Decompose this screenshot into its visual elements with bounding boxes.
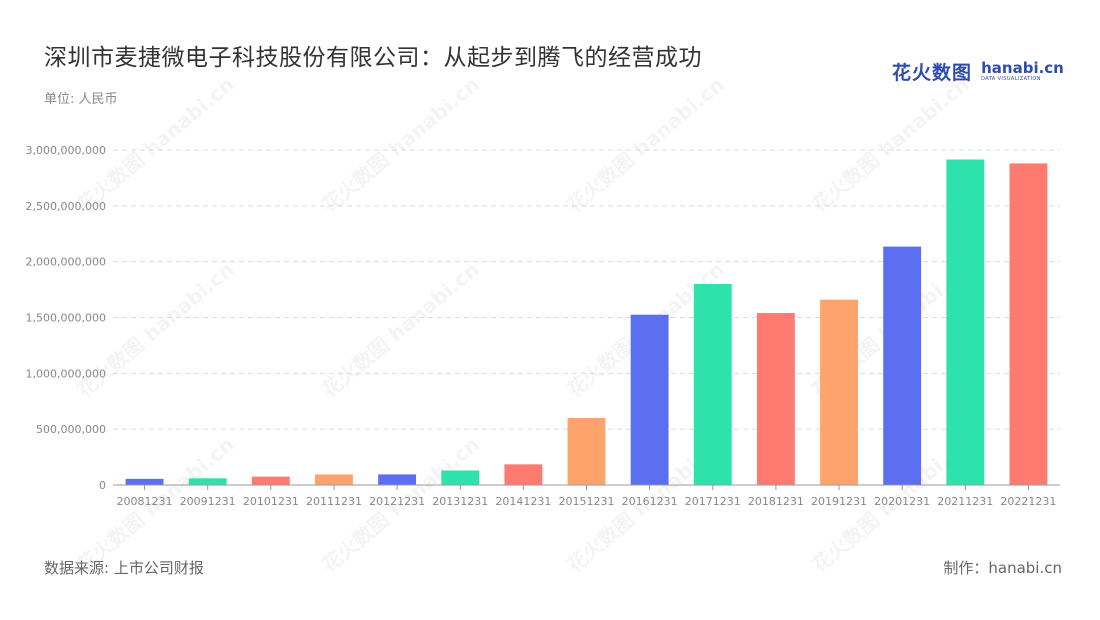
x-tick-label: 20121231: [369, 495, 425, 508]
x-tick-label: 20191231: [811, 495, 867, 508]
y-tick-label: 1,500,000,000: [26, 312, 106, 325]
bars: [125, 159, 1048, 485]
bar-20121231[interactable]: [378, 474, 417, 485]
bar-20101231[interactable]: [251, 476, 290, 485]
logo-en-text: hanabi.cn: [981, 59, 1064, 77]
gridlines: [113, 149, 1060, 430]
x-tick-label: 20221231: [1000, 495, 1056, 508]
y-tick-label: 500,000,000: [36, 423, 106, 436]
bar-20111231[interactable]: [315, 474, 353, 485]
bar-20081231[interactable]: [125, 478, 164, 485]
y-tick-label: 2,500,000,000: [26, 200, 106, 213]
bar-20151231[interactable]: [567, 418, 606, 485]
bar-20211231[interactable]: [946, 159, 985, 485]
bar-20191231[interactable]: [820, 299, 858, 485]
credit-text: 制作：hanabi.cn: [943, 559, 1062, 577]
bar-20161231[interactable]: [630, 314, 669, 485]
y-tick-label: 1,000,000,000: [26, 367, 106, 380]
x-tick-label: 20211231: [937, 495, 993, 508]
y-tick-label: 0: [99, 479, 106, 492]
x-tick-label: 20131231: [432, 495, 488, 508]
watermark-text: 花火数图 hanabi.cn: [317, 72, 484, 217]
x-tick-label: 20181231: [748, 495, 804, 508]
x-tick-label: 20081231: [117, 495, 173, 508]
y-axis: 0 500,000,000 1,000,000,000 1,500,000,000 2,…: [26, 144, 106, 492]
bar-20181231[interactable]: [756, 313, 795, 485]
bar-20171231[interactable]: [693, 284, 732, 485]
x-tick-label: 20101231: [243, 495, 299, 508]
unit-label: 单位: 人民币: [44, 92, 118, 107]
bar-20131231[interactable]: [441, 470, 480, 485]
logo-en-subtext: DATA VISUALIZATION: [981, 76, 1041, 82]
x-tick-label: 20201231: [874, 495, 930, 508]
brand-logo: 花火数图 hanabi.cn DATA VISUALIZATION: [892, 58, 1064, 85]
logo-en-block: hanabi.cn DATA VISUALIZATION: [981, 61, 1064, 82]
x-tick-label: 20161231: [622, 495, 678, 508]
x-tick-label: 20111231: [306, 495, 362, 508]
data-source: 数据来源: 上市公司财报: [44, 559, 204, 577]
watermark-text: 花火数图 hanabi.cn: [562, 72, 729, 217]
bar-20201231[interactable]: [883, 246, 922, 485]
bar-20091231[interactable]: [188, 478, 227, 485]
y-tick-label: 2,000,000,000: [26, 256, 106, 269]
x-axis: 20081231 20091231 20101231 20111231 20121231…: [113, 484, 1060, 508]
x-tick-label: 20141231: [495, 495, 551, 508]
logo-cn-text: 花火数图: [892, 62, 973, 84]
bar-20221231[interactable]: [1009, 163, 1048, 485]
bar-20141231[interactable]: [504, 464, 543, 485]
x-tick-label: 20171231: [685, 495, 741, 508]
x-tick-label: 20151231: [559, 495, 615, 508]
watermark-text: 花火数图 hanabi.cn: [72, 257, 239, 402]
y-tick-label: 3,000,000,000: [26, 144, 106, 157]
x-tick-label: 20091231: [180, 495, 236, 508]
watermark-text: 花火数图 hanabi.cn: [317, 257, 484, 402]
chart-title: 深圳市麦捷微电子科技股份有限公司：从起步到腾飞的经营成功: [44, 45, 702, 71]
